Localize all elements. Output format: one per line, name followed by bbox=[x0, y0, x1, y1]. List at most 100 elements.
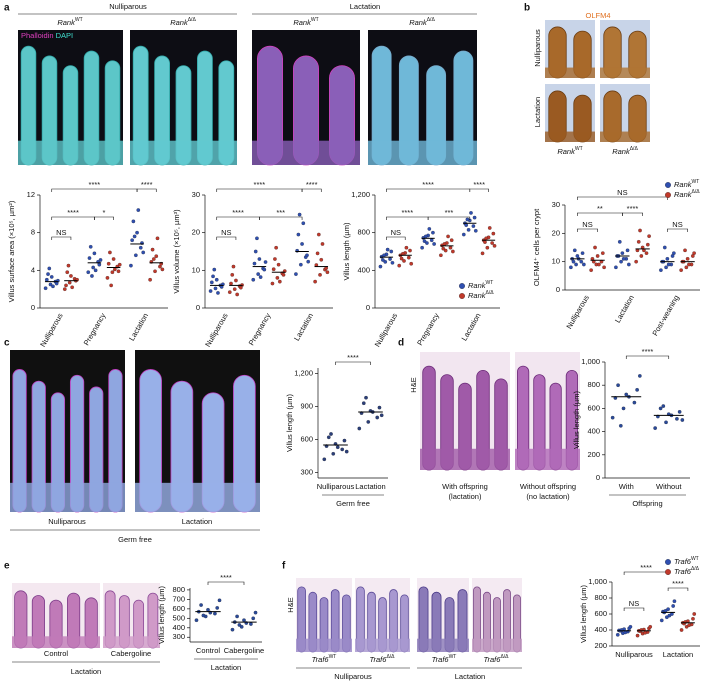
gene: Rank bbox=[293, 18, 312, 27]
image-base bbox=[545, 131, 595, 142]
y-axis-label: Villus length (µm) bbox=[285, 394, 294, 452]
micrograph bbox=[12, 583, 100, 649]
dot bbox=[141, 250, 146, 255]
dot bbox=[232, 287, 237, 291]
dot bbox=[315, 251, 320, 256]
sig-bracket bbox=[386, 216, 429, 220]
dot bbox=[138, 245, 143, 250]
dot bbox=[378, 264, 383, 269]
dot bbox=[621, 406, 626, 411]
micrograph bbox=[252, 30, 360, 166]
dot bbox=[275, 276, 280, 280]
micrograph bbox=[130, 30, 237, 166]
y-tick-label: 30 bbox=[552, 200, 560, 209]
micrograph bbox=[368, 30, 477, 166]
dot bbox=[399, 256, 404, 261]
dot bbox=[409, 261, 414, 266]
dot bbox=[129, 263, 133, 268]
sig-label: **** bbox=[89, 180, 101, 189]
allele: WT bbox=[75, 17, 83, 23]
dot bbox=[242, 618, 246, 623]
dot bbox=[579, 259, 584, 264]
dot bbox=[625, 248, 630, 253]
micrograph bbox=[420, 352, 510, 471]
sig-bracket bbox=[94, 216, 114, 220]
dot bbox=[667, 613, 672, 618]
dot bbox=[487, 226, 492, 230]
dot bbox=[593, 245, 597, 250]
gene: Rank bbox=[57, 18, 76, 27]
x-tick-label: Lactation bbox=[355, 482, 385, 491]
dot bbox=[49, 275, 54, 279]
dot bbox=[425, 241, 429, 245]
dot bbox=[46, 272, 50, 276]
image-base bbox=[472, 638, 522, 652]
dot bbox=[251, 277, 256, 282]
group-label: Nulliparous bbox=[334, 672, 372, 681]
y-tick-label: 10 bbox=[192, 265, 200, 274]
dot bbox=[466, 228, 471, 232]
dot bbox=[227, 290, 232, 295]
genotype: Traf6WT bbox=[312, 654, 337, 664]
sig-bracket bbox=[335, 361, 371, 365]
dot bbox=[490, 241, 494, 245]
dot bbox=[366, 420, 371, 424]
dot bbox=[281, 273, 286, 277]
column-label: (lactation) bbox=[449, 492, 482, 501]
sig-label: NS bbox=[56, 228, 66, 237]
dot bbox=[449, 238, 454, 243]
x-tick-label: Lactation bbox=[663, 650, 693, 659]
dot bbox=[664, 265, 668, 270]
dot bbox=[381, 258, 385, 262]
y-tick-label: 600 bbox=[594, 609, 607, 618]
y-tick-label: 0 bbox=[556, 285, 560, 294]
dot bbox=[665, 257, 670, 261]
sig-bracket bbox=[51, 236, 72, 240]
dot bbox=[110, 270, 115, 275]
legend-label: RankWT bbox=[468, 280, 493, 290]
y-tick-label: 800 bbox=[172, 585, 185, 594]
micrograph bbox=[417, 578, 469, 653]
group-header: Lactation bbox=[350, 2, 380, 11]
sig-label: **** bbox=[422, 180, 434, 189]
dot bbox=[442, 242, 447, 246]
dot bbox=[406, 255, 411, 260]
dot bbox=[62, 287, 67, 291]
dot bbox=[70, 285, 74, 290]
sig-bracket bbox=[51, 216, 95, 220]
legend-swatch bbox=[665, 559, 671, 565]
dot bbox=[364, 395, 368, 400]
legend-sup: Δ/Δ bbox=[486, 290, 495, 296]
dot bbox=[229, 281, 233, 286]
dot bbox=[420, 245, 424, 250]
dot bbox=[130, 238, 134, 243]
dot bbox=[306, 259, 311, 264]
micrograph bbox=[472, 578, 522, 653]
dot bbox=[397, 263, 402, 268]
y-tick-label: 0 bbox=[31, 303, 35, 312]
row-label: Nulliparous bbox=[533, 29, 542, 67]
dot bbox=[361, 401, 366, 406]
legend-swatch bbox=[665, 182, 671, 188]
sig-bracket bbox=[136, 188, 157, 192]
group-header: Nulliparous bbox=[109, 2, 147, 11]
legend-sup: WT bbox=[692, 179, 700, 185]
legend-label: RankWT bbox=[674, 179, 699, 189]
allele: WT bbox=[449, 654, 457, 660]
dot bbox=[658, 406, 663, 411]
dot bbox=[97, 262, 102, 267]
y-tick-label: 600 bbox=[587, 403, 600, 412]
dot bbox=[278, 279, 282, 284]
genotype: RankWT bbox=[57, 17, 82, 27]
dot bbox=[153, 269, 157, 274]
x-tick-label: Nulliparous bbox=[203, 311, 230, 348]
y-tick-label: 1,200 bbox=[351, 190, 370, 199]
genotype: RankWT bbox=[293, 17, 318, 27]
dot bbox=[296, 232, 301, 237]
dot bbox=[331, 451, 336, 456]
dot bbox=[643, 630, 647, 635]
dot bbox=[653, 426, 657, 430]
legend-name: Rank bbox=[674, 180, 693, 189]
column-label: (no lactation) bbox=[526, 492, 570, 501]
legend-sup: WT bbox=[486, 280, 494, 286]
